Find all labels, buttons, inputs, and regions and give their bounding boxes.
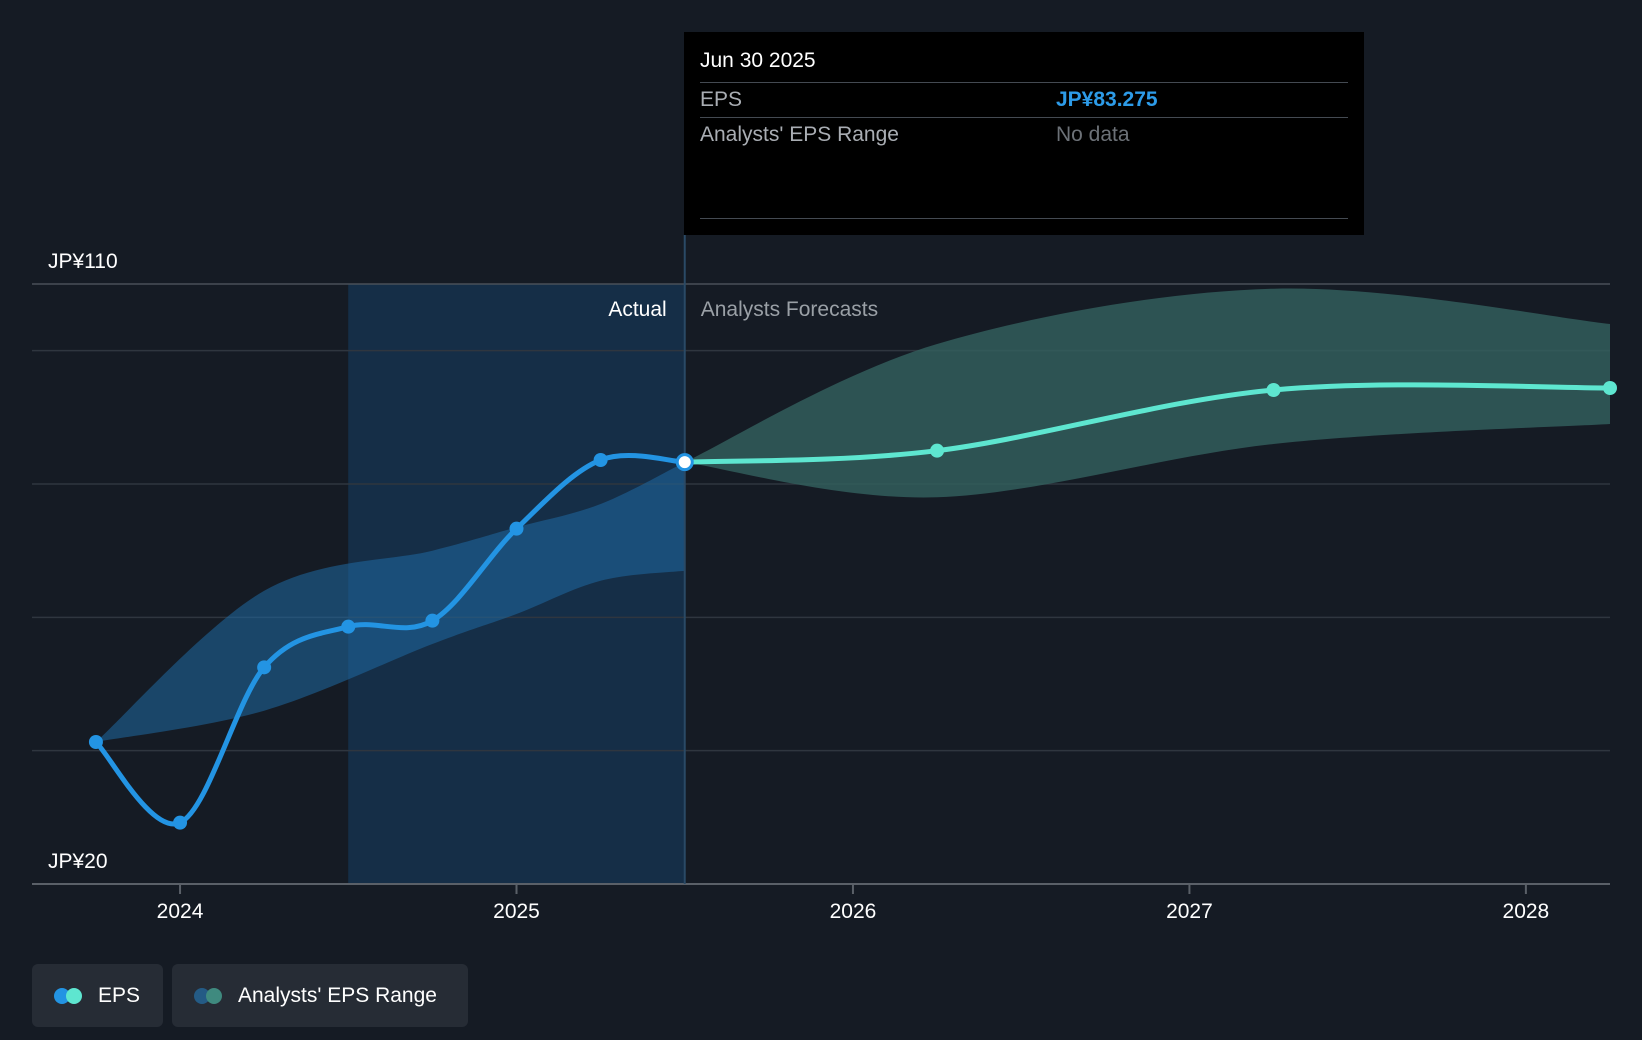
tooltip-eps-label: EPS: [700, 88, 743, 111]
x-tick-label: 2025: [493, 900, 540, 923]
x-tick-label: 2028: [1503, 900, 1550, 923]
eps-points: [88, 381, 1617, 830]
tooltip-range-value: No data: [1056, 123, 1130, 146]
tooltip-eps-row: EPS JP¥83.275: [700, 82, 1348, 117]
eps-forecast-line: [682, 382, 1613, 465]
y-axis-label-bottom: JP¥20: [48, 850, 108, 873]
tooltip: Jun 30 2025 EPS JP¥83.275 Analysts' EPS …: [684, 32, 1364, 235]
x-tick-label: 2027: [1166, 900, 1213, 923]
eps-selected-point[interactable]: [675, 453, 694, 472]
grid-lines: [32, 283, 1610, 885]
y-axis-label-top: JP¥110: [48, 250, 118, 273]
actual-section-label: Actual: [608, 298, 666, 321]
eps-actual-point[interactable]: [341, 619, 356, 634]
range-legend-icon: [194, 987, 224, 1004]
eps-actual-point[interactable]: [173, 815, 188, 830]
tooltip-range-row: Analysts' EPS Range No data: [700, 117, 1348, 152]
legend-range-label: Analysts' EPS Range: [238, 983, 437, 1007]
eps-actual-point[interactable]: [509, 521, 524, 536]
eps-actual-point[interactable]: [425, 613, 440, 628]
forecast-section-label: Analysts Forecasts: [701, 298, 878, 321]
tooltip-date: Jun 30 2025: [700, 49, 816, 72]
eps-forecast-point[interactable]: [930, 443, 945, 458]
x-tick-label: 2024: [157, 900, 204, 923]
legend-eps-button[interactable]: EPS: [32, 964, 163, 1027]
x-tick-label: 2026: [830, 900, 877, 923]
eps-actual-point[interactable]: [257, 660, 272, 675]
tooltip-range-label: Analysts' EPS Range: [700, 123, 899, 146]
eps-actual-point[interactable]: [593, 453, 608, 467]
tooltip-divider: [700, 218, 1348, 219]
eps-actual-point[interactable]: [88, 735, 103, 749]
legend-eps-label: EPS: [98, 983, 141, 1007]
legend-range-button[interactable]: Analysts' EPS Range: [172, 964, 468, 1027]
x-axis-ticks: 2024 2025 2026 2027 2028: [157, 884, 1550, 923]
tooltip-eps-value: JP¥83.275: [1056, 88, 1158, 111]
eps-forecast-point[interactable]: [1603, 381, 1617, 395]
analyst-range-band-forecast: [684, 288, 1610, 498]
eps-legend-icon: [54, 987, 84, 1004]
eps-forecast-point[interactable]: [1266, 383, 1281, 397]
analyst-range-band-past: [95, 462, 685, 742]
